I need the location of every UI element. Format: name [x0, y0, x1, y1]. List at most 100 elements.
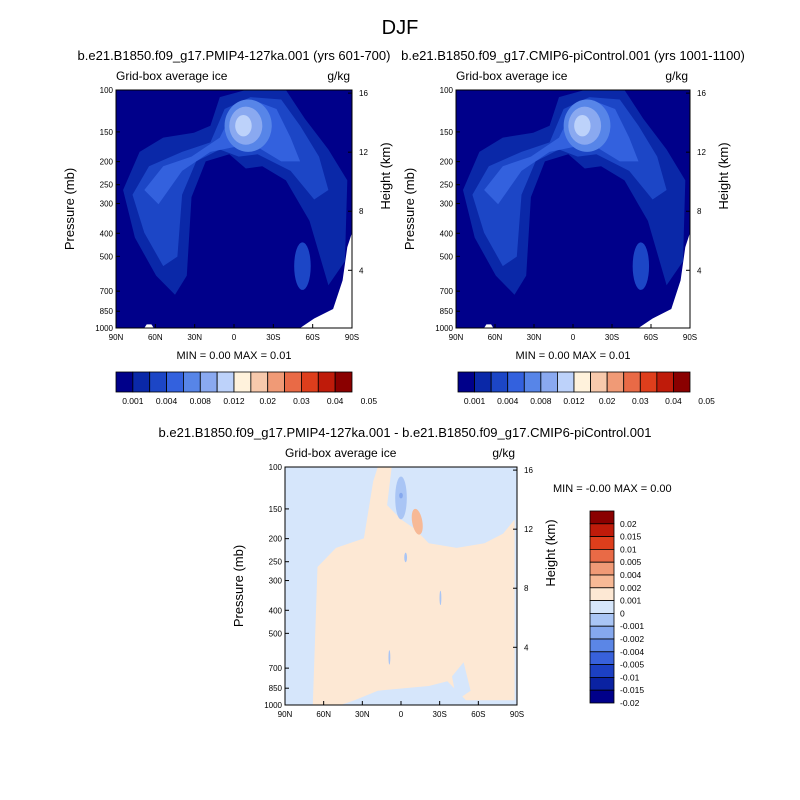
- panel-1: b.e21.B1850.f09_g17.PMIP4-127ka.001 (yrs…: [62, 48, 393, 406]
- y-tick-label: 700: [269, 664, 283, 673]
- colorbar-label: 0: [620, 608, 625, 618]
- colorbar-label: 0.05: [361, 396, 378, 406]
- x-tick-label: 30S: [266, 333, 280, 342]
- y-tick-label: 300: [440, 200, 454, 209]
- missing-data-region: [484, 324, 494, 328]
- colorbar-box: [639, 371, 658, 393]
- colorbar-box: [115, 371, 134, 393]
- x-tick-label: 30S: [433, 710, 447, 719]
- panel-units-label: g/kg: [665, 69, 688, 83]
- x-tick-label: 30N: [527, 333, 542, 342]
- colorbar-box: [589, 600, 615, 614]
- y-tick-label: 200: [440, 158, 454, 167]
- x-tick-label: 90N: [278, 710, 293, 719]
- colorbar-box: [589, 510, 615, 525]
- panel-title: b.e21.B1850.f09_g17.PMIP4-127ka.001 (yrs…: [78, 48, 391, 63]
- colorbar-label: 0.004: [620, 570, 642, 580]
- colorbar-box: [589, 587, 615, 601]
- y-tick-label: 850: [100, 307, 114, 316]
- y2-tick-label: 4: [697, 266, 702, 275]
- colorbar-label: 0.012: [563, 396, 585, 406]
- contour-level-zero-edge: [514, 519, 517, 701]
- y-tick-label: 200: [100, 158, 114, 167]
- y-tick-label: 700: [440, 287, 454, 296]
- panel-left-label: Grid-box average ice: [285, 446, 397, 460]
- colorbar-label: 0.02: [599, 396, 616, 406]
- colorbar-box: [589, 638, 615, 653]
- colorbar-box: [233, 371, 252, 393]
- colorbar-label: 0.03: [632, 396, 649, 406]
- colorbar-label: 0.03: [293, 396, 310, 406]
- y-tick-label: 200: [269, 535, 283, 544]
- y2-axis-title: Height (km): [378, 142, 393, 209]
- x-tick-label: 60S: [644, 333, 658, 342]
- x-tick-label: 90S: [683, 333, 697, 342]
- y-tick-label: 300: [269, 577, 283, 586]
- contour-level-positive-2: [411, 508, 423, 535]
- y-tick-label: 400: [269, 606, 283, 615]
- contour-level-2b: [632, 242, 650, 290]
- y-tick-label: 300: [100, 200, 114, 209]
- y-tick-label: 500: [269, 629, 283, 638]
- colorbar-box: [267, 371, 285, 393]
- x-tick-label: 0: [571, 333, 576, 342]
- x-tick-label: 90N: [449, 333, 464, 342]
- missing-data-region: [638, 232, 690, 328]
- colorbar-label: -0.004: [620, 647, 644, 657]
- colorbar: 0.001 0.004 0.008 0.012 0.02 0.03 0.04 0.05: [115, 371, 378, 406]
- colorbar-box: [284, 371, 302, 393]
- colorbar-label: -0.001: [620, 621, 644, 631]
- colorbar-box: [199, 371, 218, 393]
- colorbar-label: 0.02: [259, 396, 276, 406]
- colorbar-box: [589, 651, 615, 665]
- y2-tick-label: 16: [359, 89, 368, 98]
- colorbar-label: 0.001: [464, 396, 486, 406]
- panel-3: b.e21.B1850.f09_g17.PMIP4-127ka.001 - b.…: [159, 425, 672, 719]
- y-tick-label: 150: [440, 128, 454, 137]
- y-tick-label: 850: [440, 307, 454, 316]
- colorbar-label: 0.008: [530, 396, 552, 406]
- x-tick-label: 90N: [109, 333, 124, 342]
- contour-level-6: [235, 114, 252, 137]
- x-tick-label: 60S: [306, 333, 320, 342]
- colorbar-label: 0.015: [620, 532, 642, 542]
- x-tick-label: 90S: [510, 710, 524, 719]
- colorbar-label: 0.001: [620, 596, 642, 606]
- panel-2: b.e21.B1850.f09_g17.CMIP6-piControl.001 …: [401, 48, 745, 406]
- colorbar-label: 0.04: [665, 396, 682, 406]
- y-tick-label: 500: [440, 252, 454, 261]
- y2-axis-title: Height (km): [543, 519, 558, 586]
- colorbar-box: [589, 536, 615, 550]
- x-tick-label: 60S: [471, 710, 485, 719]
- y2-tick-label: 12: [359, 148, 368, 157]
- colorbar-box: [589, 613, 615, 627]
- colorbar-label: 0.008: [190, 396, 212, 406]
- missing-data-region: [300, 232, 352, 328]
- colorbar-box: [540, 371, 558, 393]
- y-tick-label: 850: [269, 684, 283, 693]
- y-axis-title: Pressure (mb): [231, 545, 246, 627]
- colorbar-box: [334, 371, 353, 393]
- y-tick-label: 250: [100, 181, 114, 190]
- colorbar-box: [623, 371, 641, 393]
- y2-tick-label: 8: [697, 207, 702, 216]
- colorbar-box: [589, 677, 615, 691]
- x-tick-label: 90S: [345, 333, 359, 342]
- colorbar: 0.001 0.004 0.008 0.012 0.02 0.03 0.04 0.05: [457, 371, 715, 406]
- y-tick-label: 1000: [264, 701, 282, 710]
- colorbar-box: [490, 371, 509, 393]
- y-tick-label: 700: [100, 287, 114, 296]
- colorbar-box: [132, 371, 151, 393]
- contour-level-positive-1: [312, 467, 515, 705]
- heatmap-field: [116, 90, 352, 328]
- x-tick-label: 60N: [488, 333, 503, 342]
- colorbar-label: 0.05: [698, 396, 715, 406]
- heatmap-field: [285, 467, 517, 705]
- y-axis-title: Pressure (mb): [62, 168, 77, 250]
- colorbar-box: [589, 549, 615, 563]
- colorbar-box: [183, 371, 201, 393]
- y2-tick-label: 8: [359, 207, 364, 216]
- y-tick-label: 250: [269, 558, 283, 567]
- y2-tick-label: 4: [524, 643, 529, 652]
